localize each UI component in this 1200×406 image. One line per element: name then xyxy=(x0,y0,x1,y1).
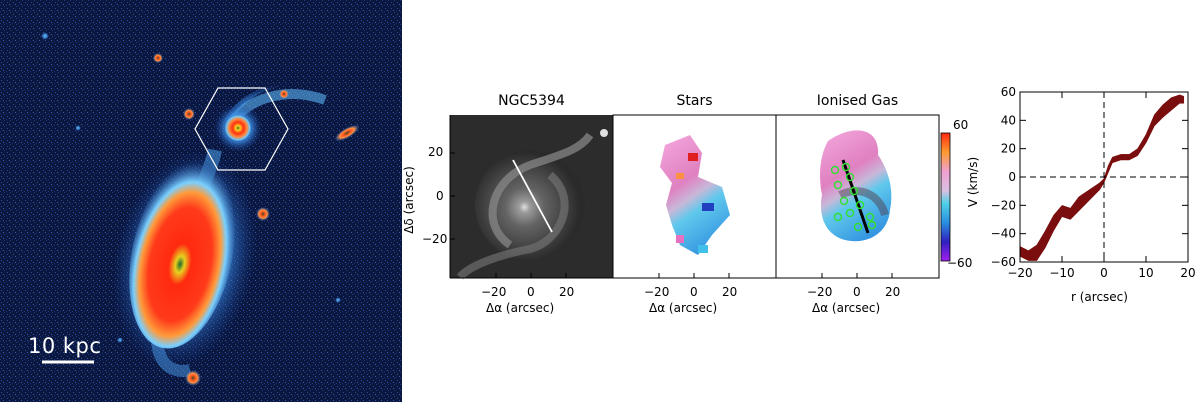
map1-x-tick-minus20: −20 xyxy=(481,285,507,299)
rc-y-axis-label: V (km/s) xyxy=(966,156,980,208)
rc-y-tick-label: 60 xyxy=(1001,85,1016,99)
ifu-footprint-hexagon xyxy=(194,87,289,171)
map3-x-axis-label: Δα (arcsec) xyxy=(812,301,881,315)
rc-y-tick-label: 20 xyxy=(1001,142,1016,156)
rc-y-tick-label: 0 xyxy=(1008,170,1016,184)
gas-slit-line xyxy=(841,159,870,234)
panel-title-stars: Stars xyxy=(676,93,713,109)
rc-x-axis-label: r (arcsec) xyxy=(1071,290,1128,304)
rc-y-tick-label: −20 xyxy=(991,198,1016,212)
galaxy-pair-image-panel: 10 kpc xyxy=(0,0,402,402)
map-y-tick-minus20: −20 xyxy=(422,232,448,246)
map2-x-axis-label: Δα (arcsec) xyxy=(649,301,718,315)
scale-bar-label: 10 kpc xyxy=(28,334,102,358)
galaxy-pair-image xyxy=(0,0,402,402)
rc-x-tick-label: −10 xyxy=(1049,266,1074,280)
map3-x-tick-20: 20 xyxy=(885,285,901,299)
rc-y-tick-label: −40 xyxy=(991,227,1016,241)
map-y-tick-0: 0 xyxy=(436,189,444,203)
rc-y-tick-label: −60 xyxy=(991,255,1016,269)
map3-x-tick-minus20: −20 xyxy=(807,285,833,299)
map2-x-tick-0: 0 xyxy=(690,285,698,299)
panel-title-ngc5394: NGC5394 xyxy=(498,93,565,109)
hii-region-markers xyxy=(830,162,877,232)
colorbar-max-label: 60 xyxy=(953,118,969,132)
rc-x-tick-label: 0 xyxy=(1100,266,1108,280)
rotation-curve-chart: −20 −10 0 10 20 −60 −40 −20 0 20 40 60 xyxy=(991,85,1195,280)
rc-x-tick-label: −20 xyxy=(1007,266,1032,280)
map1-x-tick-20: 20 xyxy=(559,285,575,299)
panel-title-ionised-gas: Ionised Gas xyxy=(816,93,899,109)
rc-x-tick-label: 10 xyxy=(1138,266,1153,280)
map2-x-tick-minus20: −20 xyxy=(644,285,670,299)
map3-x-tick-0: 0 xyxy=(853,285,861,299)
map1-x-axis-label: Δα (arcsec) xyxy=(486,301,555,315)
map1-x-tick-0: 0 xyxy=(527,285,535,299)
rotation-curve-band xyxy=(1019,94,1185,261)
rc-x-tick-label: 20 xyxy=(1180,266,1195,280)
map-y-axis-label: Δδ (arcsec) xyxy=(402,166,416,234)
slit-line xyxy=(512,159,553,233)
velocity-colorbar xyxy=(940,132,951,262)
kinematic-maps xyxy=(449,114,951,280)
rc-y-tick-label: 40 xyxy=(1001,113,1016,127)
map-y-tick-20: 20 xyxy=(428,145,444,159)
map2-x-tick-20: 20 xyxy=(722,285,738,299)
colorbar-min-label: −60 xyxy=(947,256,973,270)
